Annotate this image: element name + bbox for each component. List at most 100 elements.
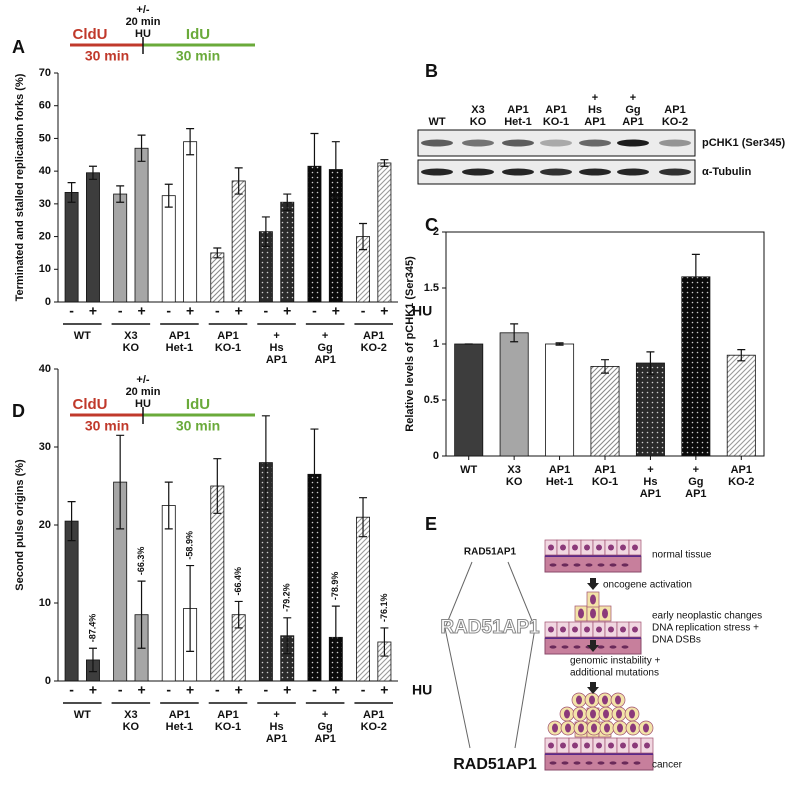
x-tick-label: Hs — [270, 721, 284, 733]
change-annotation: -87.4% — [87, 614, 97, 643]
condition-label: - — [361, 303, 366, 319]
bar — [161, 505, 176, 682]
nucleus — [630, 723, 636, 733]
x-tick-label: KO — [506, 476, 523, 488]
lane-label: X3 — [471, 104, 484, 116]
stroma-cell — [585, 563, 593, 567]
lane-label: KO-2 — [662, 116, 688, 128]
condition-label: - — [264, 682, 269, 698]
y-tick-label: 1 — [433, 338, 439, 350]
nucleus — [552, 723, 558, 733]
error-bar — [601, 359, 609, 374]
gene-label: RAD51AP1 — [453, 756, 537, 773]
change-annotation: -66.3% — [136, 547, 146, 576]
x-tick-label: X3 — [507, 464, 520, 476]
condition-label: - — [361, 682, 366, 698]
bar — [356, 516, 370, 682]
x-tick-label: + — [322, 709, 328, 721]
error-bar — [88, 647, 97, 673]
condition-label: + — [380, 682, 388, 698]
condition-label: + — [332, 303, 340, 319]
nucleus — [615, 695, 621, 705]
treatment-label: 20 min — [126, 16, 161, 28]
nucleus — [584, 626, 590, 633]
stroma-cell — [633, 761, 641, 765]
condition-label: - — [69, 682, 74, 698]
nucleus — [608, 742, 614, 749]
stroma-cell — [573, 761, 581, 765]
change-annotation: -58.9% — [184, 531, 194, 560]
bar — [454, 343, 484, 457]
condition-axis-label: HU — [412, 303, 432, 319]
lane-label: AP1 — [664, 104, 685, 116]
blot-band — [659, 168, 691, 176]
bar — [161, 195, 176, 303]
arrows — [587, 578, 599, 694]
condition-label: + — [235, 303, 243, 319]
nucleus — [632, 742, 638, 749]
error-bar — [283, 193, 292, 211]
error-bar — [116, 185, 125, 203]
condition-label: - — [215, 303, 220, 319]
stroma-cell — [609, 645, 617, 649]
error-bar — [331, 141, 340, 198]
error-bar — [137, 134, 146, 162]
blot-band — [579, 139, 611, 147]
panel-letter: D — [12, 401, 25, 421]
nucleus — [608, 626, 614, 633]
condition-label: - — [166, 303, 171, 319]
x-tick-label: + — [322, 330, 328, 342]
lane-label: WT — [428, 116, 445, 128]
error-bar — [380, 159, 389, 167]
nucleus — [591, 723, 597, 733]
nucleus — [548, 626, 554, 633]
nucleus — [590, 709, 596, 719]
blot-row-label: pCHK1 (Ser345) — [702, 137, 785, 149]
y-tick-label: 30 — [39, 198, 51, 210]
bar — [113, 193, 128, 303]
bar — [590, 365, 620, 457]
treatment-label: 20 min — [126, 386, 161, 398]
change-annotation: -79.2% — [282, 583, 292, 612]
y-tick-label: 0.5 — [424, 394, 439, 406]
y-tick-label: 2 — [433, 226, 439, 238]
error-bar — [510, 323, 519, 343]
x-tick-label: KO-2 — [361, 342, 387, 354]
nucleus — [577, 709, 583, 719]
nucleus — [590, 608, 596, 619]
error-bar — [67, 181, 76, 203]
treatment-label: +/- — [136, 374, 149, 386]
y-tick-label: 40 — [39, 363, 51, 375]
y-tick-label: 20 — [39, 230, 51, 242]
bar — [210, 485, 225, 682]
x-tick-label: AP1 — [363, 709, 384, 721]
x-tick-label: AP1 — [314, 354, 335, 366]
lane-label: AP1 — [507, 104, 528, 116]
blot-band — [462, 139, 494, 147]
transition-label: oncogene activation — [603, 580, 692, 591]
x-tick-label: AP1 — [640, 488, 661, 500]
nucleus — [584, 742, 590, 749]
condition-label: + — [137, 303, 145, 319]
lane-label: Hs — [588, 104, 602, 116]
error-bar — [67, 501, 76, 542]
nucleus — [620, 544, 626, 551]
bar — [183, 141, 198, 303]
bar — [681, 276, 711, 457]
condition-label: - — [118, 303, 123, 319]
condition-label: - — [215, 682, 220, 698]
error-bar — [310, 132, 319, 200]
pulse-label: IdU — [186, 396, 210, 413]
x-tick-label: + — [273, 330, 279, 342]
lane-label: Gg — [625, 104, 640, 116]
x-tick-label: AP1 — [266, 354, 287, 366]
bar — [64, 192, 79, 303]
arrow — [587, 578, 599, 590]
blot-band — [421, 168, 453, 176]
error-bar — [164, 481, 173, 530]
error-bar — [555, 342, 564, 346]
blot-band — [617, 168, 649, 176]
blot-band — [579, 168, 611, 176]
nucleus — [602, 695, 608, 705]
